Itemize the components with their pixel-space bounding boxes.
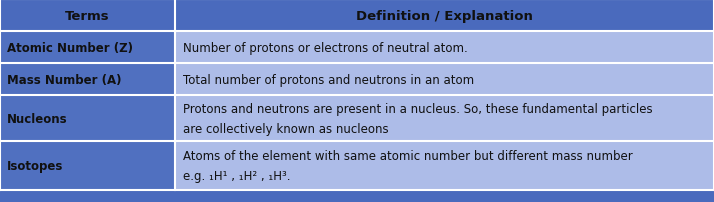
Text: Mass Number (A): Mass Number (A) <box>7 73 121 86</box>
Text: Total number of protons and neutrons in an atom: Total number of protons and neutrons in … <box>183 73 475 86</box>
FancyBboxPatch shape <box>0 32 175 64</box>
FancyBboxPatch shape <box>0 96 175 141</box>
FancyBboxPatch shape <box>175 64 714 96</box>
FancyBboxPatch shape <box>0 0 175 32</box>
Text: Number of protons or electrons of neutral atom.: Number of protons or electrons of neutra… <box>183 41 468 54</box>
Text: are collectively known as nucleons: are collectively known as nucleons <box>183 122 389 135</box>
Text: e.g. ₁H¹ , ₁H² , ₁H³.: e.g. ₁H¹ , ₁H² , ₁H³. <box>183 170 291 183</box>
Text: Nucleons: Nucleons <box>7 112 68 125</box>
FancyBboxPatch shape <box>0 64 175 96</box>
Text: Atoms of the element with same atomic number but different mass number: Atoms of the element with same atomic nu… <box>183 149 633 162</box>
FancyBboxPatch shape <box>175 141 714 190</box>
Text: Isotopes: Isotopes <box>7 159 64 172</box>
Text: Protons and neutrons are present in a nucleus. So, these fundamental particles: Protons and neutrons are present in a nu… <box>183 103 653 116</box>
FancyBboxPatch shape <box>0 141 175 190</box>
Text: Terms: Terms <box>65 9 110 22</box>
FancyBboxPatch shape <box>175 32 714 64</box>
Text: Definition / Explanation: Definition / Explanation <box>356 9 533 22</box>
Text: Atomic Number (Z): Atomic Number (Z) <box>7 41 133 54</box>
FancyBboxPatch shape <box>175 96 714 141</box>
FancyBboxPatch shape <box>175 0 714 32</box>
